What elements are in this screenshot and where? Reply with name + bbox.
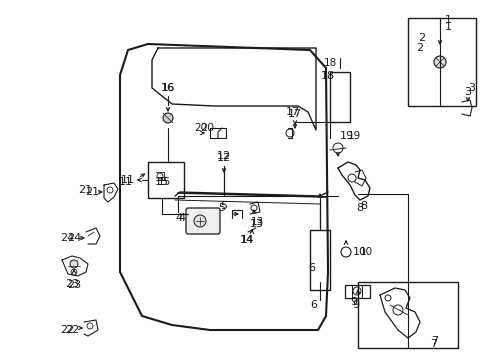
Text: 20: 20 [193,123,206,133]
Text: 13: 13 [249,219,264,229]
Text: 10: 10 [352,247,366,257]
Text: 3: 3 [464,87,470,97]
Text: 2: 2 [416,43,423,53]
Text: 5: 5 [220,201,227,211]
Text: 22: 22 [65,325,79,335]
Bar [309,230,329,290]
Text: 10: 10 [359,247,372,257]
Text: 6: 6 [310,300,317,310]
Text: 1: 1 [444,15,450,25]
Text: 18: 18 [320,71,334,81]
Text: 21: 21 [85,187,99,197]
Text: 24: 24 [67,233,81,243]
Text: 5: 5 [218,203,225,213]
Text: 20: 20 [200,123,214,133]
Text: 7: 7 [430,336,438,346]
Text: 23: 23 [67,280,81,290]
Text: 9: 9 [350,297,357,307]
Text: 18: 18 [323,58,336,68]
Text: 8: 8 [356,203,363,213]
Circle shape [70,260,78,268]
Text: 24: 24 [60,233,74,243]
Text: 16: 16 [161,83,174,93]
Circle shape [163,113,173,123]
Bar [357,282,457,348]
Text: 12: 12 [217,151,231,161]
Text: 4: 4 [178,213,185,223]
Bar [329,72,349,122]
Text: 14: 14 [240,235,253,245]
Text: 14: 14 [240,235,254,245]
Text: 6: 6 [308,263,315,273]
Bar [148,162,183,198]
Text: 17: 17 [287,109,302,119]
Text: 21: 21 [78,185,92,195]
Text: 3: 3 [468,83,474,93]
Circle shape [194,215,205,227]
Text: 1: 1 [444,22,450,32]
Text: 19: 19 [339,131,353,141]
Text: 15: 15 [157,177,170,187]
Text: 7: 7 [429,339,437,349]
Text: 19: 19 [347,131,361,141]
FancyBboxPatch shape [185,208,220,234]
Circle shape [433,56,445,68]
Text: 15: 15 [155,177,169,187]
Text: 16: 16 [161,83,175,93]
Text: 17: 17 [285,107,300,117]
Text: 4: 4 [176,213,183,223]
Bar [407,18,475,106]
Text: 12: 12 [217,153,231,163]
Text: 22: 22 [60,325,74,335]
Text: 11: 11 [119,177,133,187]
Text: 23: 23 [65,279,79,289]
Text: 9: 9 [352,300,359,310]
Text: 13: 13 [250,217,263,227]
Text: 2: 2 [418,33,425,43]
Text: 8: 8 [359,201,366,211]
Text: 11: 11 [121,175,135,185]
